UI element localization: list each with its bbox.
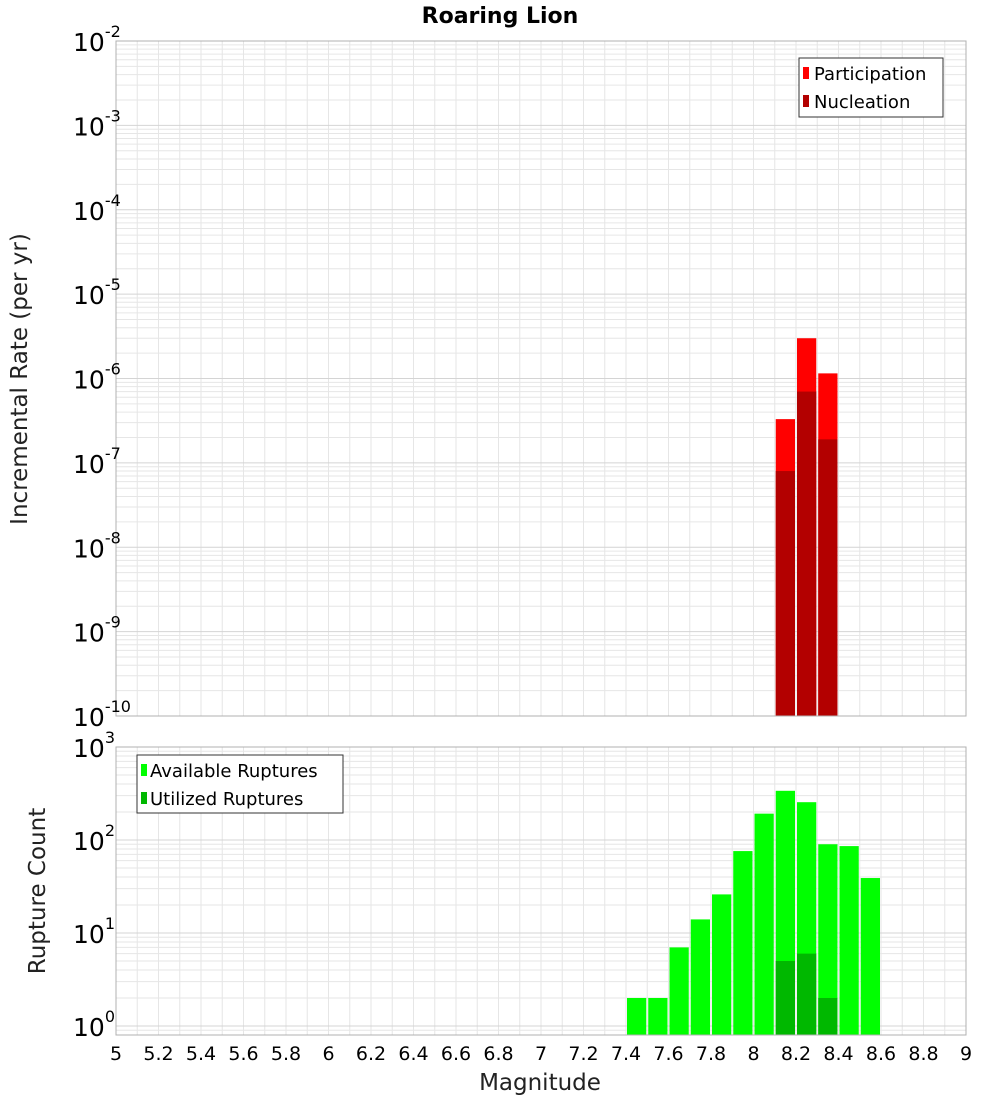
legend-label-available: Available Ruptures [150,761,318,782]
bottom-legend-box [136,754,344,814]
top-plot-bars [775,338,838,716]
rate-bar-series2 [797,391,817,716]
chart-title: Roaring Lion [422,4,579,29]
bottom-y-tick-label: 100 [73,1007,115,1042]
bottom-y-tick-label: 102 [73,821,115,856]
x-tick-label: 6.6 [441,1043,471,1065]
x-tick-label: 7.6 [653,1043,683,1065]
bottom-legend: Available Ruptures Utilized Ruptures [136,754,344,814]
top-y-tick-exponent: -3 [105,106,121,125]
bottom-plot-bars [627,790,880,1035]
rate-bar-series2 [818,439,838,716]
count-bar-series1 [648,997,668,1035]
count-bar-series2 [797,953,817,1035]
top-y-tick-label: 10-3 [73,106,121,141]
top-y-tick-label: 10-10 [73,697,131,732]
top-y-tick-exponent: -9 [105,613,121,632]
legend-label-utilized: Utilized Ruptures [150,789,303,810]
count-bar-series1 [690,919,710,1035]
top-y-tick-label: 10-7 [73,444,121,479]
top-y-tick-labels: 10-10 10-9 10-8 10-7 10-6 10-5 10-4 10-3 10-2 [73,22,131,732]
x-tick-label: 8.2 [781,1043,811,1065]
x-tick-label: 7 [535,1043,547,1065]
bottom-y-tick-label: 101 [73,914,115,949]
top-legend-box [798,57,944,118]
top-y-axis-label: Incremental Rate (per yr) [7,233,33,525]
count-bar-series1 [712,894,732,1035]
x-tick-label: 7.4 [611,1043,641,1065]
x-tick-label: 8.4 [823,1043,853,1065]
top-y-tick-exponent: -7 [105,444,121,463]
top-y-tick-label: 10-6 [73,360,121,395]
top-y-tick-label: 10-2 [73,22,121,57]
bottom-y-tick-exponent: 1 [105,914,115,933]
count-bar-series1 [754,813,774,1035]
x-tick-label: 5.6 [228,1043,258,1065]
legend-label-participation: Participation [814,64,926,85]
count-bar-series1 [818,844,838,1035]
count-bar-series1 [669,947,689,1035]
x-tick-label: 6.8 [483,1043,513,1065]
top-y-tick-exponent: -4 [105,191,121,210]
top-legend: Participation Nucleation [798,57,944,118]
x-tick-label: 5.2 [143,1043,173,1065]
legend-swatch-available [141,764,147,776]
count-bar-series1 [733,851,753,1035]
x-tick-label: 5.4 [186,1043,216,1065]
rate-bar-series2 [775,471,795,716]
count-bar-series1 [627,997,647,1035]
top-y-tick-label: 10-8 [73,528,121,563]
legend-swatch-participation [803,67,809,79]
count-bar-series1 [839,846,859,1035]
legend-label-nucleation: Nucleation [814,92,910,113]
count-bar-series2 [775,960,795,1035]
bottom-y-tick-exponent: 2 [105,821,115,840]
top-y-tick-label: 10-5 [73,275,121,310]
top-plot-grid [115,40,967,717]
top-y-tick-exponent: -8 [105,528,121,547]
x-tick-label: 6 [322,1043,334,1065]
bottom-y-axis-label: Rupture Count [25,808,51,974]
x-tick-label: 5.8 [271,1043,301,1065]
x-tick-label: 6.2 [356,1043,386,1065]
bottom-y-tick-label: 103 [73,728,115,763]
top-y-tick-exponent: -2 [105,22,121,41]
x-axis-label: Magnitude [479,1070,601,1096]
x-tick-label: 5 [110,1043,122,1065]
legend-swatch-utilized [141,792,147,804]
bottom-y-tick-exponent: 3 [105,728,115,747]
x-tick-label: 7.8 [696,1043,726,1065]
top-y-tick-exponent: -10 [105,697,131,716]
top-y-tick-label: 10-9 [73,613,121,648]
top-plot-frame [115,40,967,717]
top-y-tick-label: 10-4 [73,191,121,226]
x-tick-label: 8 [747,1043,759,1065]
x-tick-label: 8.8 [908,1043,938,1065]
x-tick-labels: 5 5.2 5.4 5.6 5.8 6 6.2 6.4 6.6 6.8 7 7.2 7.4 7.6 7.8 8… [110,1043,972,1065]
bottom-plot-frame [115,746,967,1036]
top-y-tick-exponent: -5 [105,275,121,294]
count-bar-series1 [860,878,880,1035]
x-tick-label: 9 [960,1043,972,1065]
count-bar-series2 [818,997,838,1035]
x-tick-label: 6.4 [398,1043,428,1065]
top-y-tick-exponent: -6 [105,360,121,379]
x-tick-label: 8.6 [866,1043,896,1065]
bottom-y-tick-exponent: 0 [105,1007,115,1026]
legend-swatch-nucleation [803,95,809,107]
x-tick-label: 7.2 [568,1043,598,1065]
